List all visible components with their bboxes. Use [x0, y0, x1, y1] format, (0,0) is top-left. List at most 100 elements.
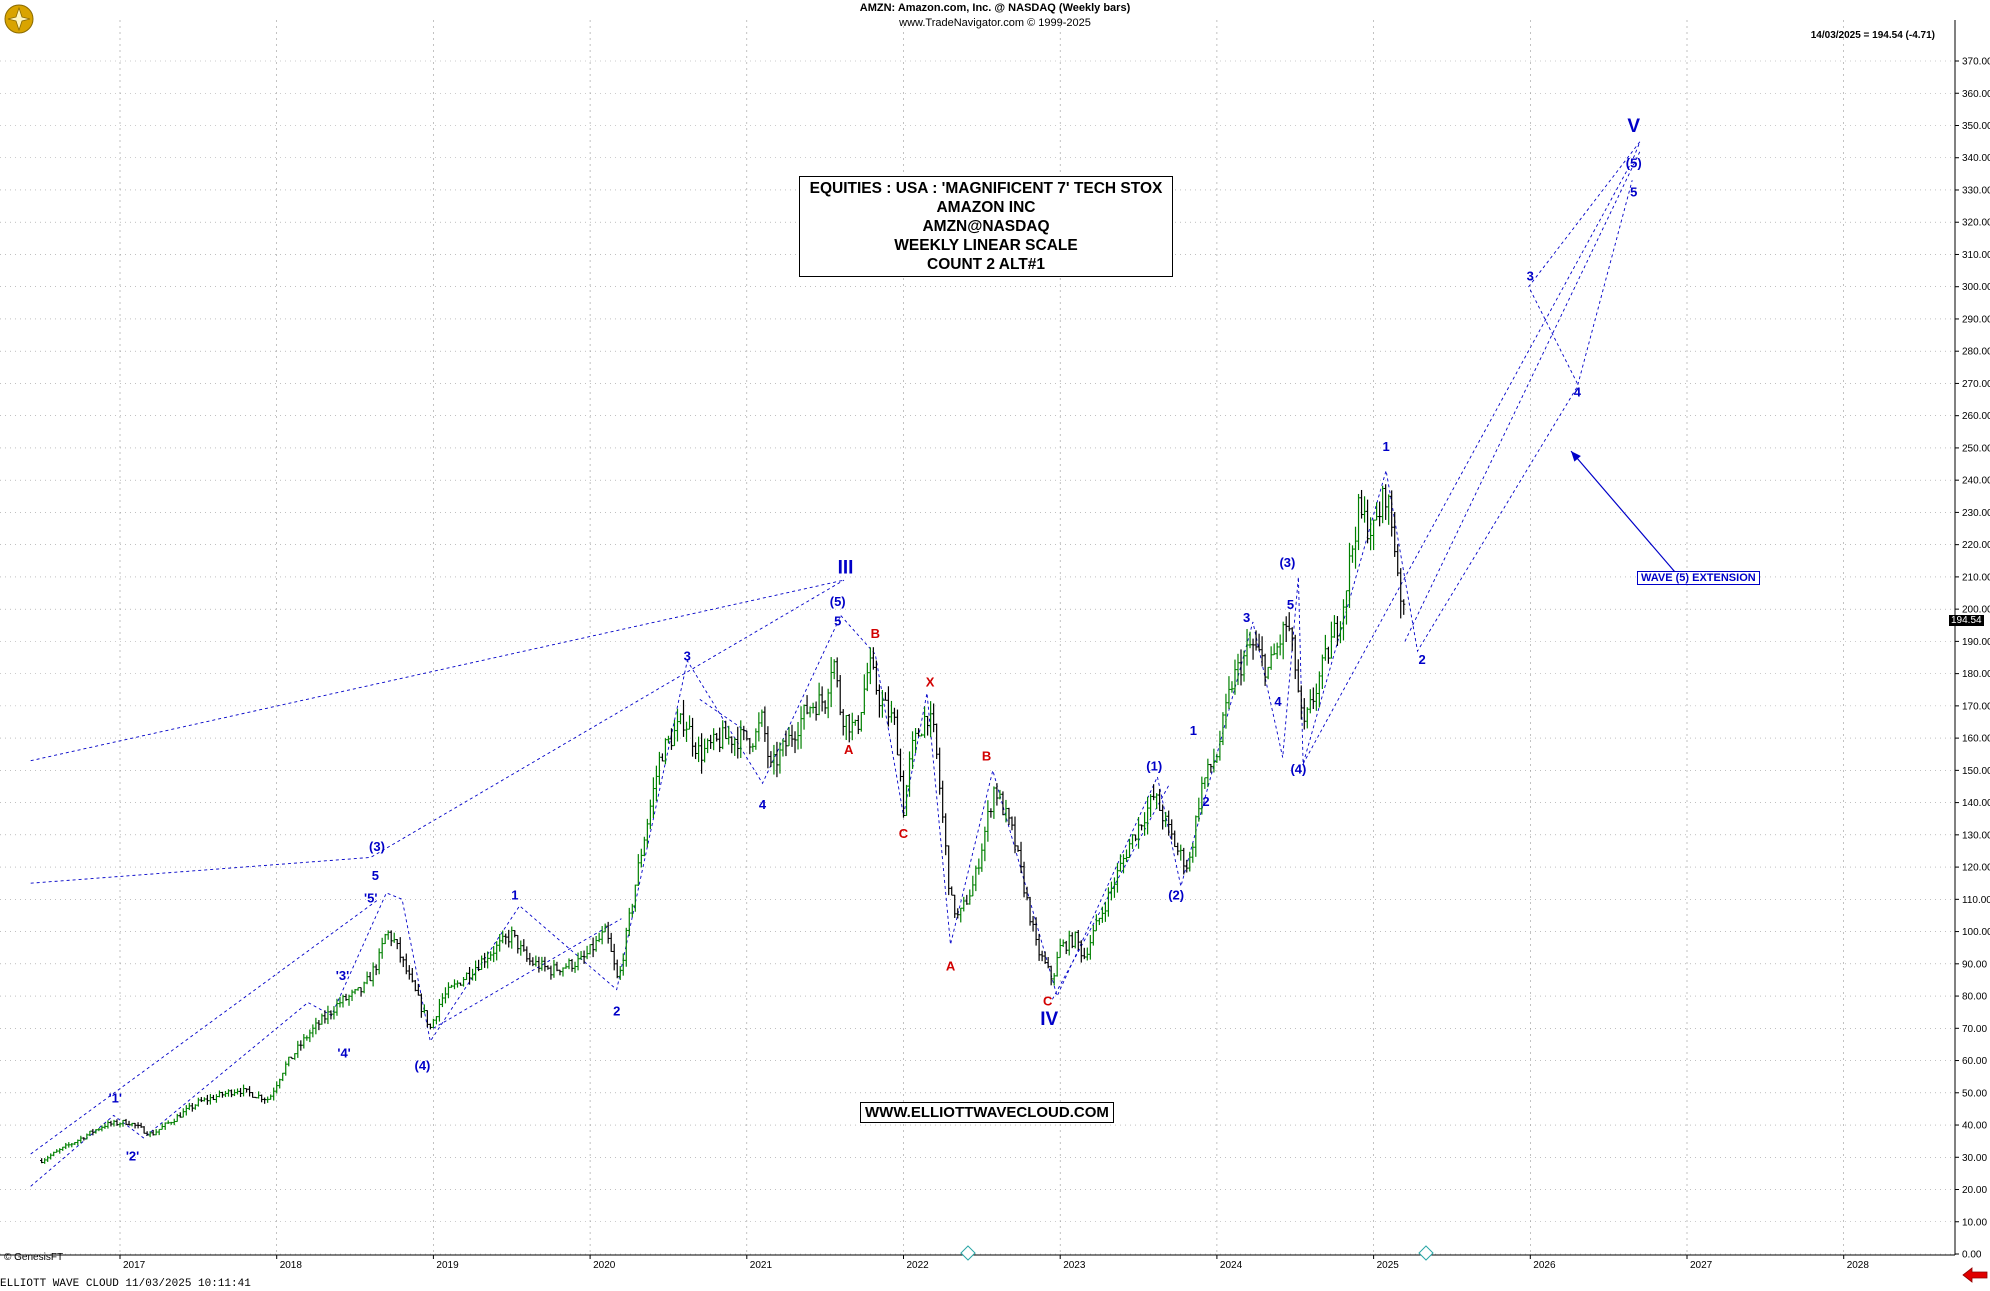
ohlc-bar: [127, 1120, 131, 1126]
ohlc-bar: [190, 1102, 194, 1112]
y-tick-label: 70.00: [1962, 1024, 1987, 1035]
ohlc-bar: [1049, 965, 1053, 986]
ohlc-bar: [618, 966, 622, 980]
ohlc-bar: [841, 709, 845, 736]
ohlc-bar: [1362, 496, 1367, 523]
source-line: www.TradeNavigator.com © 1999-2025: [899, 17, 1091, 29]
ohlc-bar: [531, 957, 535, 967]
ohlc-bar: [558, 969, 562, 976]
y-tick-label: 220.00: [1962, 540, 1990, 551]
ohlc-bar: [229, 1089, 234, 1098]
ohlc-bar: [1055, 951, 1059, 977]
ohlc-bar: [329, 1010, 333, 1020]
ohlc-bar: [1248, 631, 1252, 649]
ohlc-bar: [742, 725, 746, 741]
ohlc-bar: [1242, 650, 1246, 682]
ohlc-bar: [1158, 789, 1162, 811]
ohlc-bar: [576, 952, 580, 971]
ohlc-bar: [284, 1061, 288, 1076]
ohlc-bar: [1167, 810, 1171, 836]
ohlc-bar: [272, 1087, 276, 1101]
ohlc-bar: [121, 1119, 125, 1127]
ohlc-bar: [552, 959, 556, 978]
wave-label: V: [1627, 116, 1640, 137]
ohlc-bar: [296, 1040, 300, 1058]
ohlc-bar: [187, 1102, 191, 1111]
ohlc-bar: [94, 1129, 98, 1134]
ohlc-bar: [1022, 861, 1026, 898]
ohlc-bar: [1317, 671, 1321, 708]
ohlc-bar: [868, 647, 872, 685]
ohlc-bar: [1197, 797, 1201, 822]
ohlc-bar: [838, 674, 842, 716]
ohlc-bar: [757, 712, 761, 742]
y-tick-label: 90.00: [1962, 959, 1987, 970]
ohlc-bar: [561, 967, 565, 977]
genesis-logo-icon[interactable]: [2, 2, 36, 41]
ohlc-bar: [522, 939, 526, 952]
ohlc-bar: [1179, 844, 1183, 861]
ohlc-bar: [1281, 621, 1285, 660]
ohlc-bar: [79, 1135, 83, 1144]
ohlc-bar: [1013, 816, 1017, 854]
wave-label: A: [946, 958, 956, 973]
ohlc-bar: [570, 958, 574, 972]
ohlc-bar: [365, 971, 369, 985]
ohlc-bar: [760, 709, 764, 727]
ohlc-bar: [693, 742, 698, 760]
diamond-marker-icon: [1418, 1245, 1434, 1261]
ohlc-bar: [52, 1151, 56, 1157]
ohlc-bar: [892, 707, 897, 725]
ohlc-bar: [1287, 612, 1291, 632]
ohlc-bar: [663, 738, 668, 765]
ohlc-bar: [835, 657, 839, 688]
wave-label: B: [982, 749, 991, 764]
x-tick-label: 2025: [1377, 1260, 1400, 1271]
ohlc-bar: [983, 826, 987, 862]
wave-label: (2): [1168, 887, 1184, 902]
ohlc-bar: [916, 728, 921, 737]
ohlc-bar: [1269, 646, 1273, 670]
ohlc-bar: [142, 1126, 146, 1134]
ohlc-bar: [154, 1129, 158, 1136]
y-tick-label: 40.00: [1962, 1121, 1987, 1132]
ohlc-bar: [392, 932, 396, 943]
ohlc-bar: [684, 721, 689, 742]
wave-label: 3: [1243, 610, 1250, 625]
ohlc-bar: [308, 1029, 312, 1043]
ohlc-bar: [733, 737, 737, 756]
ohlc-bar: [1161, 804, 1165, 830]
ohlc-bar: [398, 937, 402, 963]
y-tick-label: 340.00: [1962, 153, 1990, 164]
wave-label: 3: [684, 649, 691, 664]
ohlc-bar: [235, 1088, 240, 1095]
red-arrow-icon[interactable]: [1962, 1267, 1988, 1288]
ohlc-bar: [305, 1035, 309, 1041]
ohlc-bar: [1384, 484, 1388, 520]
ohlc-bar: [1058, 938, 1062, 959]
wave-label: 5: [372, 868, 379, 883]
wave-extension-label: WAVE (5) EXTENSION: [1637, 571, 1760, 585]
y-tick-label: 170.00: [1962, 701, 1990, 712]
ohlc-bar: [260, 1094, 264, 1103]
ohlc-bar: [425, 1010, 429, 1028]
ohlc-bar: [859, 711, 863, 732]
ohlc-bar: [1335, 616, 1340, 646]
ohlc-bar: [374, 964, 378, 976]
ohlc-bar: [1016, 845, 1020, 852]
ohlc-bar: [874, 660, 878, 695]
ohlc-bar: [157, 1128, 161, 1136]
wave-label: 5: [1287, 597, 1294, 612]
ohlc-bar: [1239, 649, 1243, 686]
ohlc-bar: [573, 961, 577, 973]
ohlc-bar: [43, 1158, 47, 1164]
wave-label: '2': [126, 1148, 139, 1163]
ohlc-bar: [956, 908, 960, 919]
ohlc-bar: [1218, 730, 1222, 761]
ohlc-bar: [1296, 659, 1300, 693]
ohlc-bar: [1372, 519, 1376, 551]
ohlc-bar: [1064, 940, 1068, 955]
ohlc-bar: [579, 951, 583, 960]
wave-label: '5': [364, 891, 377, 906]
ohlc-bar: [808, 706, 812, 718]
